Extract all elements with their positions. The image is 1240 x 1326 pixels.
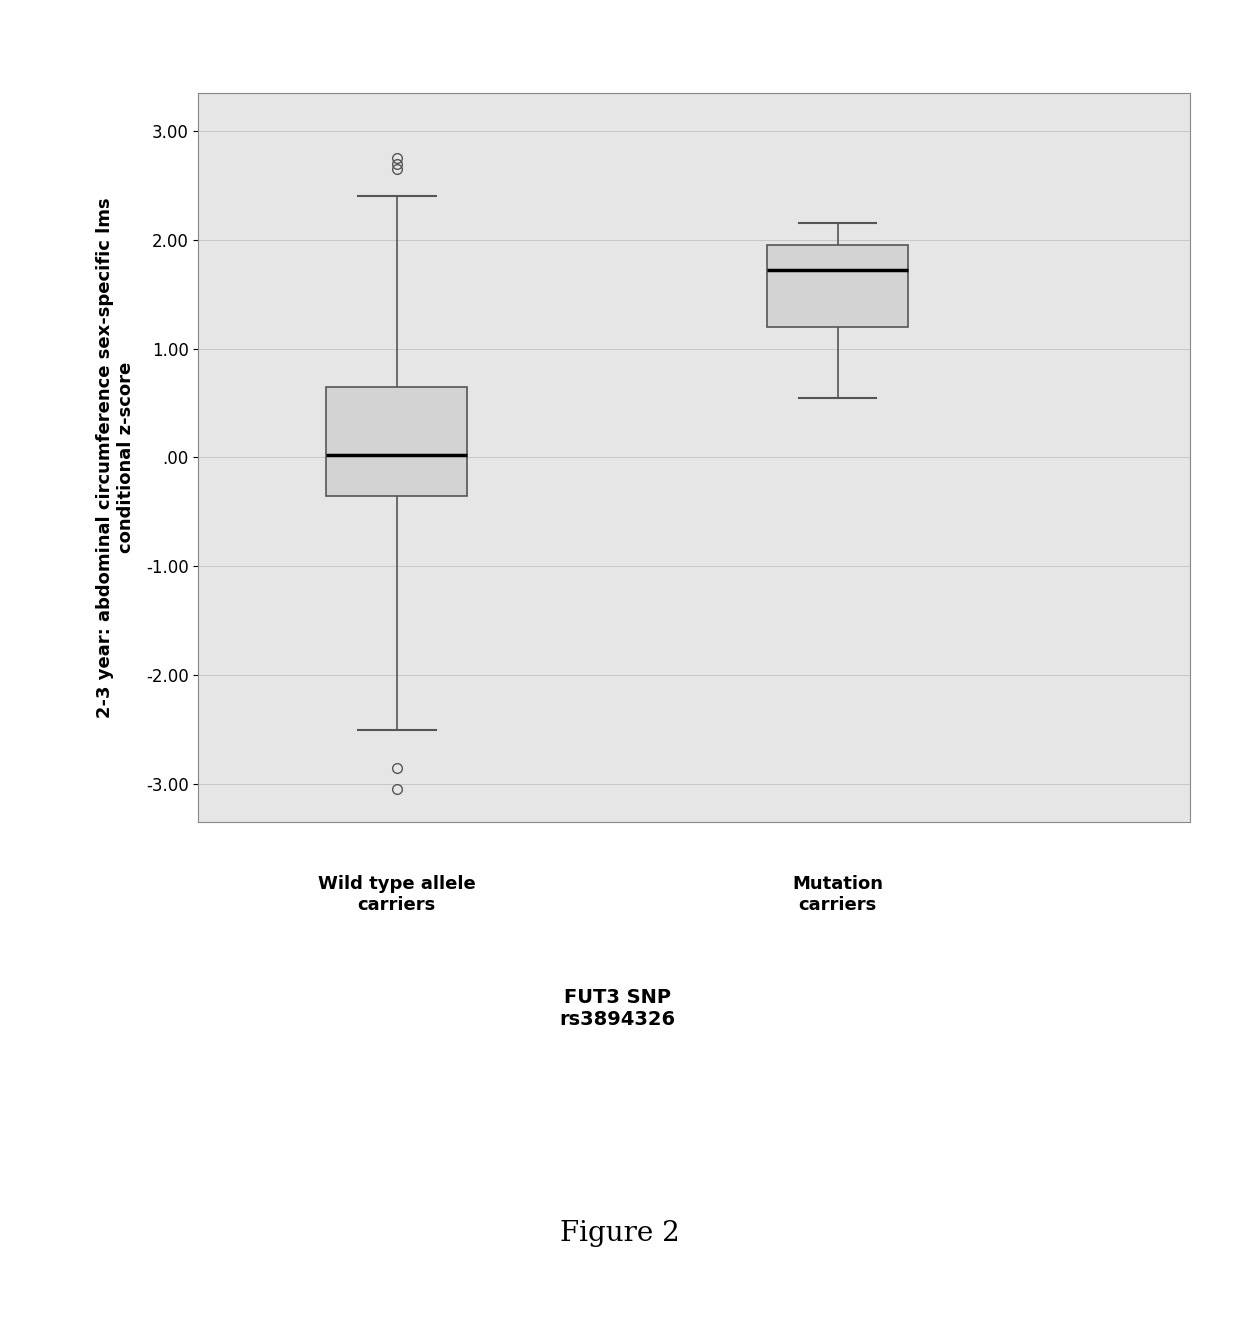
Text: FUT3 SNP
rs3894326: FUT3 SNP rs3894326 [559,988,676,1029]
Text: Mutation
carriers: Mutation carriers [792,875,883,914]
Y-axis label: 2-3 year: abdominal circumference sex-specific lms
conditional z-score: 2-3 year: abdominal circumference sex-sp… [95,198,135,717]
FancyBboxPatch shape [768,245,908,326]
Text: Figure 2: Figure 2 [560,1220,680,1246]
FancyBboxPatch shape [326,387,467,496]
Text: Wild type allele
carriers: Wild type allele carriers [317,875,476,914]
